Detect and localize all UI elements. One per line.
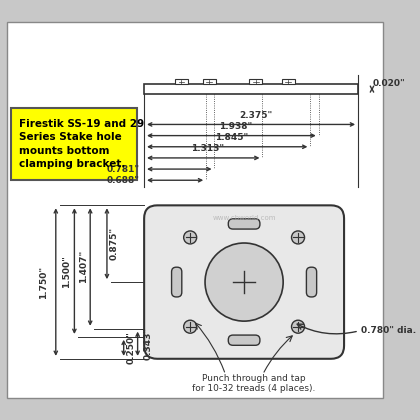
Text: 1.845": 1.845" [215, 133, 249, 142]
FancyBboxPatch shape [228, 335, 260, 345]
Circle shape [291, 231, 304, 244]
Circle shape [184, 320, 197, 333]
FancyBboxPatch shape [144, 205, 344, 359]
Text: 0.781": 0.781" [106, 165, 139, 173]
Bar [11, 108, 136, 180]
Text: 1.500": 1.500" [62, 255, 71, 288]
Text: 0.250": 0.250" [126, 331, 136, 364]
Text: 1.313": 1.313" [192, 144, 224, 153]
Bar [175, 79, 188, 84]
Text: 0.020": 0.020" [373, 79, 405, 88]
Text: 2.375": 2.375" [239, 111, 272, 120]
Text: 1.938": 1.938" [219, 122, 253, 131]
FancyBboxPatch shape [228, 219, 260, 229]
Bar [203, 79, 216, 84]
Text: Firestik SS-19 and 29
Series Stake hole
mounts bottom
clamping bracket.: Firestik SS-19 and 29 Series Stake hole … [18, 119, 144, 169]
Text: Punch through and tap
for 10-32 treads (4 places).: Punch through and tap for 10-32 treads (… [192, 374, 315, 393]
Circle shape [205, 243, 283, 321]
Text: 0.343": 0.343" [143, 327, 152, 360]
Text: www.cbworld.com: www.cbworld.com [213, 215, 276, 220]
Bar [282, 79, 295, 84]
FancyBboxPatch shape [171, 267, 182, 297]
Text: 0.688": 0.688" [107, 176, 139, 185]
Text: 1.407": 1.407" [79, 250, 88, 284]
Text: 0.780" dia.: 0.780" dia. [361, 326, 416, 336]
Text: 1.750": 1.750" [39, 265, 48, 299]
Text: 0.875": 0.875" [110, 227, 119, 260]
Bar [144, 84, 358, 94]
FancyBboxPatch shape [307, 267, 317, 297]
Circle shape [291, 320, 304, 333]
Circle shape [184, 231, 197, 244]
Bar [249, 79, 262, 84]
